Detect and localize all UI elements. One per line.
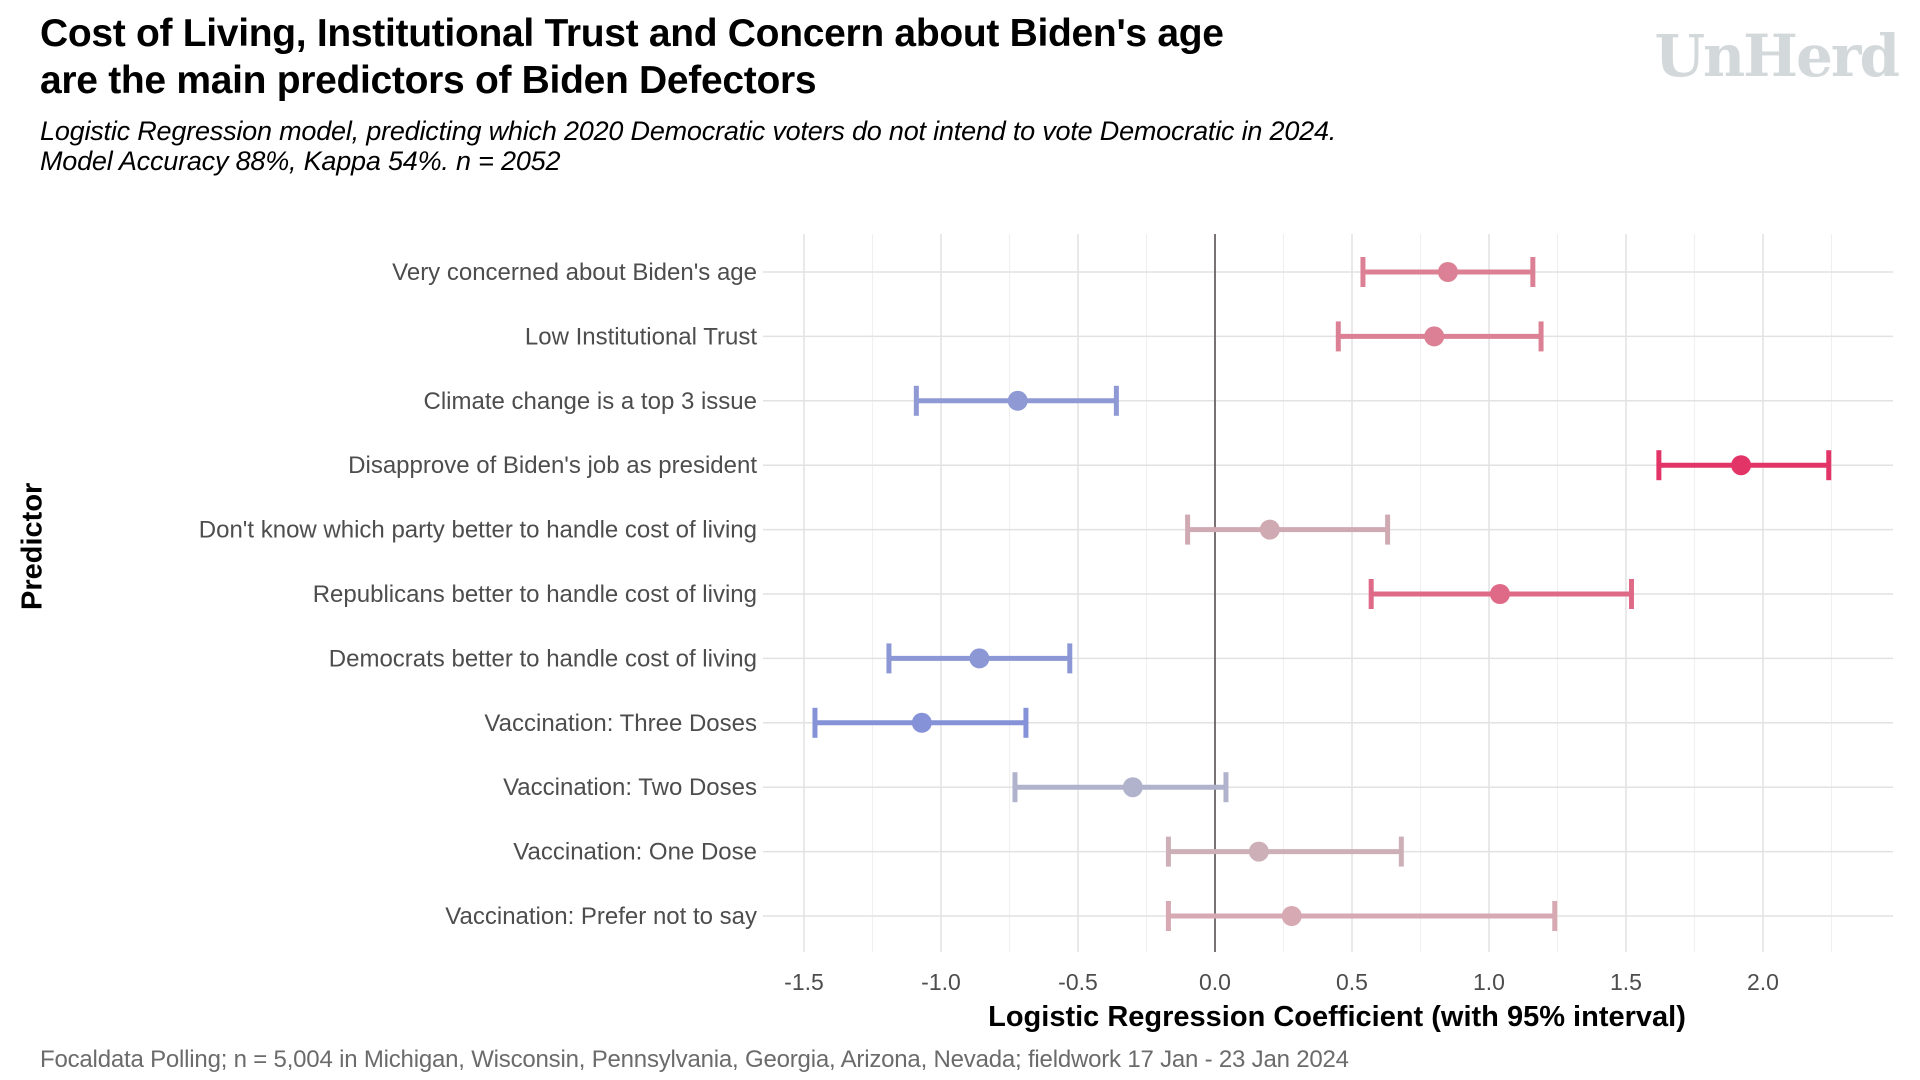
error-bars (812, 257, 1832, 931)
coefficient-point (911, 712, 932, 733)
chart-subtitle: Logistic Regression model, predicting wh… (40, 116, 1336, 176)
x-axis-tick-labels: -1.5 -1.0 -0.5 0.0 0.5 1.0 1.5 2.0 (784, 969, 1779, 995)
x-tick-label: -1.0 (921, 969, 961, 995)
predictor-label: Very concerned about Biden's age (392, 259, 757, 286)
predictor-label: Vaccination: Prefer not to say (445, 903, 757, 930)
predictor-errorbar (1360, 257, 1536, 287)
x-axis-title: Logistic Regression Coefficient (with 95… (988, 1001, 1686, 1033)
predictor-errorbar (1165, 836, 1404, 867)
x-tick-label: 1.0 (1473, 969, 1505, 995)
x-tick-label: 0.5 (1336, 969, 1368, 995)
predictor-label: Low Institutional Trust (525, 323, 757, 350)
unherd-logo: UnHerd (1654, 22, 1900, 90)
chart-subtitle-line2: Model Accuracy 88%, Kappa 54%. n = 2052 (40, 146, 561, 176)
coefficient-point (1259, 519, 1280, 540)
coefficient-point (1248, 841, 1269, 862)
predictor-errorbar (886, 643, 1073, 674)
x-tick-label: 1.5 (1610, 969, 1642, 995)
predictor-label: Vaccination: Two Doses (503, 774, 757, 801)
coefficient-point (1424, 326, 1445, 347)
coefficient-point (969, 648, 990, 669)
predictor-label: Disapprove of Biden's job as president (348, 452, 757, 479)
x-tick-label: 0.0 (1199, 969, 1231, 995)
predictor-label: Climate change is a top 3 issue (423, 388, 757, 415)
predictor-errorbar (1012, 772, 1229, 803)
chart-title-line1: Cost of Living, Institutional Trust and … (40, 12, 1224, 55)
predictor-errorbar (1165, 901, 1558, 931)
predictor-errorbar (1656, 450, 1832, 481)
coefficient-point (1122, 777, 1143, 798)
predictor-label: Vaccination: One Dose (513, 839, 757, 866)
coefficient-point (1281, 906, 1302, 926)
x-tick-label: -1.5 (784, 969, 824, 995)
coefficient-point (1731, 455, 1752, 476)
row-gridlines (763, 271, 1893, 917)
predictor-errorbar (1368, 579, 1634, 609)
y-axis-labels: Very concerned about Biden's age Low Inst… (199, 259, 758, 930)
predictor-label: Don't know which party better to handle … (199, 517, 757, 544)
minor-gridlines (871, 234, 1833, 952)
x-tick-label: -0.5 (1058, 969, 1098, 995)
predictor-label: Republicans better to handle cost of liv… (313, 581, 757, 608)
coefficient-point (1437, 262, 1458, 282)
predictor-errorbar (913, 385, 1119, 416)
predictor-errorbar (1335, 321, 1544, 352)
chart-title: Cost of Living, Institutional Trust and … (40, 10, 1224, 104)
chart-title-line2: are the main predictors of Biden Defecto… (40, 59, 817, 102)
x-tick-label: 2.0 (1747, 969, 1779, 995)
predictor-errorbar (1185, 514, 1391, 545)
predictor-errorbar (812, 707, 1029, 738)
coefficient-point (1489, 584, 1510, 604)
predictor-label: Vaccination: Three Doses (484, 710, 757, 737)
source-footnote: Focaldata Polling; n = 5,004 in Michigan… (40, 1046, 1349, 1073)
chart-subtitle-line1: Logistic Regression model, predicting wh… (40, 116, 1337, 146)
coefficient-point (1007, 390, 1028, 411)
predictor-label: Democrats better to handle cost of livin… (329, 645, 757, 672)
